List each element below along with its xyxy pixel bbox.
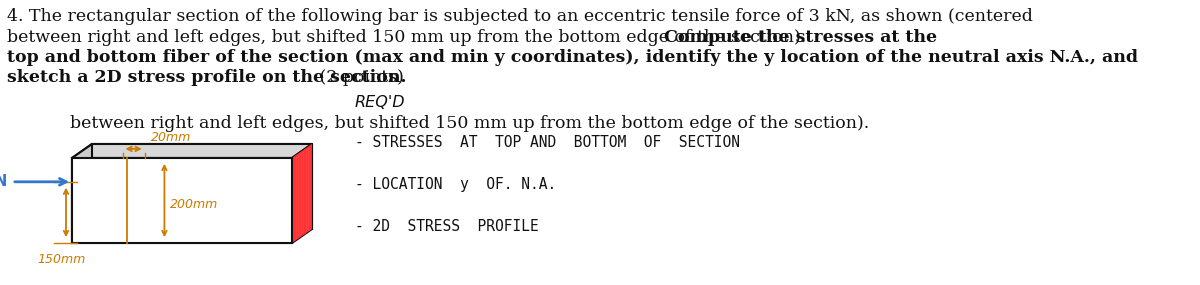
Text: 4. The rectangular section of the following bar is subjected to an eccentric ten: 4. The rectangular section of the follow… xyxy=(7,8,1033,25)
Polygon shape xyxy=(72,158,292,243)
Text: between right and left edges, but shifted 150 mm up from the bottom edge of the : between right and left edges, but shifte… xyxy=(7,29,811,46)
Text: (2 points): (2 points) xyxy=(313,69,403,86)
Text: 3kN: 3kN xyxy=(0,174,7,189)
Text: 150mm: 150mm xyxy=(38,253,86,266)
Text: 20mm: 20mm xyxy=(151,131,191,144)
Text: - LOCATION  y  OF. N.A.: - LOCATION y OF. N.A. xyxy=(355,177,557,192)
Text: between right and left edges, but shifted 150 mm up from the bottom edge of the : between right and left edges, but shifte… xyxy=(70,115,875,133)
Text: top and bottom fiber of the section (max and min y coordinates), identify the y : top and bottom fiber of the section (max… xyxy=(7,49,1138,66)
Polygon shape xyxy=(92,144,312,229)
Text: Compute the stresses at the: Compute the stresses at the xyxy=(664,29,937,46)
Text: REQ'D: REQ'D xyxy=(355,95,406,110)
Polygon shape xyxy=(72,144,312,158)
Polygon shape xyxy=(72,144,92,243)
Text: 200mm: 200mm xyxy=(170,198,218,211)
Polygon shape xyxy=(72,158,292,243)
Text: sketch a 2D stress profile on the section.: sketch a 2D stress profile on the sectio… xyxy=(7,69,407,86)
Text: - STRESSES  AT  TOP AND  BOTTOM  OF  SECTION: - STRESSES AT TOP AND BOTTOM OF SECTION xyxy=(355,135,740,150)
Text: - 2D  STRESS  PROFILE: - 2D STRESS PROFILE xyxy=(355,219,539,234)
Polygon shape xyxy=(292,144,312,243)
Text: between right and left edges, but shifted 150 mm up from the bottom edge of the : between right and left edges, but shifte… xyxy=(70,115,875,133)
